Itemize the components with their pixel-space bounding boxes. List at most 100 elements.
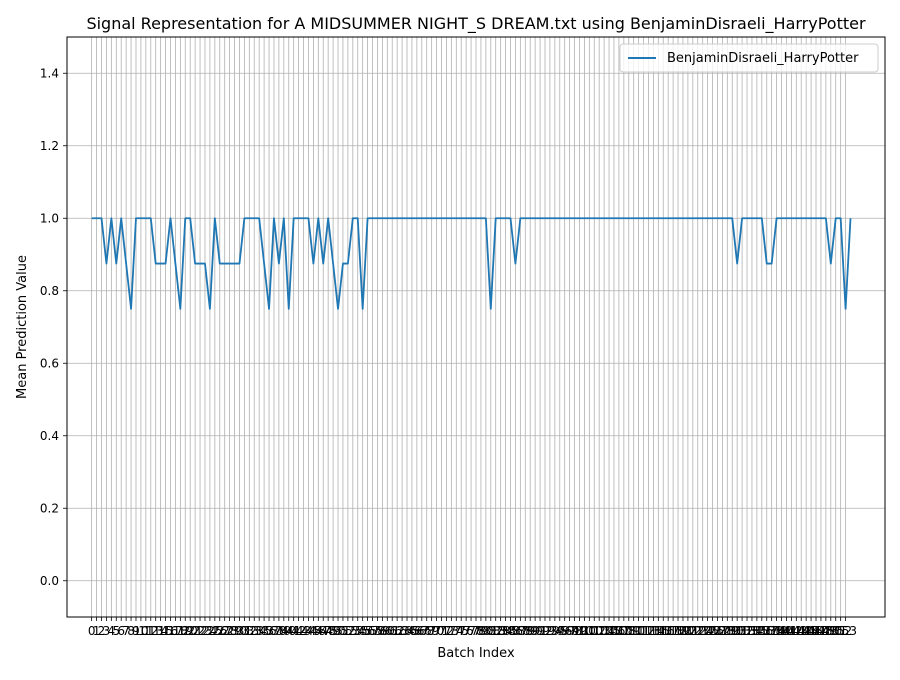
y-tick-label: 1.2 (40, 139, 59, 153)
x-tick-label: 74 (449, 624, 464, 638)
x-tick-label: 139 (765, 624, 788, 638)
x-tick-label: 152 (829, 624, 852, 638)
x-tick-label: 45 (306, 624, 321, 638)
y-tick-label: 0.0 (40, 574, 59, 588)
x-tick-label: 5 (112, 624, 120, 638)
x-tick-label: 81 (483, 624, 498, 638)
y-tick-label: 0.8 (40, 284, 59, 298)
x-tick-label: 128 (711, 624, 734, 638)
x-tick-label: 79 (473, 624, 488, 638)
x-tick-label: 27 (217, 624, 232, 638)
x-tick-label: 14 (153, 624, 168, 638)
x-tick-label: 123 (686, 624, 709, 638)
series-line (91, 217, 852, 310)
x-tick-label: 7 (122, 624, 130, 638)
x-tick-label: 153 (834, 624, 857, 638)
x-tick-label: 107 (607, 624, 630, 638)
y-tick-label: 0.6 (40, 356, 59, 370)
x-tick-label: 80 (478, 624, 493, 638)
legend-label: BenjaminDisraeli_HarryPotter (667, 51, 859, 66)
x-tick-label: 44 (301, 624, 316, 638)
y-tick-label: 1.0 (40, 211, 59, 225)
x-tick-label: 115 (647, 624, 670, 638)
x-tick-label: 114 (642, 624, 665, 638)
x-tick-label: 38 (271, 624, 286, 638)
x-tick-label: 103 (588, 624, 611, 638)
x-tick-label: 50 (330, 624, 345, 638)
x-tick-label: 95 (552, 624, 567, 638)
x-tick-label: 149 (814, 624, 837, 638)
x-tick-label: 10 (133, 624, 148, 638)
x-tick-label: 77 (463, 624, 478, 638)
x-tick-label: 110 (622, 624, 645, 638)
y-tick-label: 0.4 (40, 429, 59, 443)
x-tick-label: 43 (296, 624, 311, 638)
x-tick-label: 88 (518, 624, 533, 638)
x-tick-label: 69 (424, 624, 439, 638)
x-tick-label: 106 (603, 624, 626, 638)
x-tick-label: 28 (222, 624, 237, 638)
x-tick-label: 54 (350, 624, 365, 638)
x-tick-label: 8 (127, 624, 135, 638)
x-tick-label: 94 (547, 624, 562, 638)
x-tick-label: 113 (637, 624, 660, 638)
x-tick-label: 46 (311, 624, 326, 638)
x-axis-label: Batch Index (437, 646, 515, 661)
x-tick-label: 9 (132, 624, 140, 638)
x-tick-label: 58 (370, 624, 385, 638)
x-tick-label: 82 (488, 624, 503, 638)
x-tick-label: 23 (197, 624, 212, 638)
x-tick-label: 29 (227, 624, 242, 638)
x-tick-label: 41 (286, 624, 301, 638)
x-tick-label: 96 (557, 624, 572, 638)
x-tick-label: 0 (88, 624, 96, 638)
x-tick-label: 118 (662, 624, 685, 638)
x-tick-label: 145 (795, 624, 818, 638)
x-tick-label: 119 (667, 624, 690, 638)
x-tick-label: 108 (612, 624, 635, 638)
x-tick-label: 67 (414, 624, 429, 638)
x-tick-label: 150 (819, 624, 842, 638)
x-tick-label: 90 (527, 624, 542, 638)
x-tick-label: 134 (740, 624, 763, 638)
x-tick-label: 24 (202, 624, 217, 638)
x-tick-label: 100 (573, 624, 596, 638)
x-tick-label: 59 (375, 624, 390, 638)
x-tick-label: 133 (736, 624, 759, 638)
x-tick-label: 32 (242, 624, 257, 638)
x-tick-label: 13 (148, 624, 163, 638)
x-tick-label: 40 (281, 624, 296, 638)
x-tick-label: 89 (523, 624, 538, 638)
x-tick-label: 34 (252, 624, 267, 638)
x-tick-label: 136 (750, 624, 773, 638)
x-tick-label: 1 (93, 624, 101, 638)
x-tick-label: 104 (593, 624, 616, 638)
x-tick-label: 130 (721, 624, 744, 638)
x-tick-label: 144 (790, 624, 813, 638)
x-tick-label: 91 (532, 624, 547, 638)
x-tick-label: 66 (409, 624, 424, 638)
x-tick-label: 47 (316, 624, 331, 638)
x-tick-label: 98 (567, 624, 582, 638)
x-tick-label: 12 (143, 624, 158, 638)
x-tick-label: 99 (572, 624, 587, 638)
x-tick-label: 141 (775, 624, 798, 638)
x-tick-label: 6 (117, 624, 125, 638)
x-tick-label: 68 (419, 624, 434, 638)
x-tick-label: 101 (578, 624, 601, 638)
x-tick-label: 131 (726, 624, 749, 638)
x-tick-label: 122 (681, 624, 704, 638)
x-tick-label: 22 (192, 624, 207, 638)
x-tick-label: 83 (493, 624, 508, 638)
x-tick-label: 137 (755, 624, 778, 638)
x-tick-label: 37 (266, 624, 281, 638)
x-tick-label: 48 (321, 624, 336, 638)
x-axis: 0123456789101112131415161718192021222324… (88, 617, 857, 638)
x-tick-label: 63 (394, 624, 409, 638)
series-layer (91, 217, 852, 310)
x-tick-label: 151 (824, 624, 847, 638)
x-tick-label: 71 (434, 624, 449, 638)
x-tick-label: 124 (691, 624, 714, 638)
